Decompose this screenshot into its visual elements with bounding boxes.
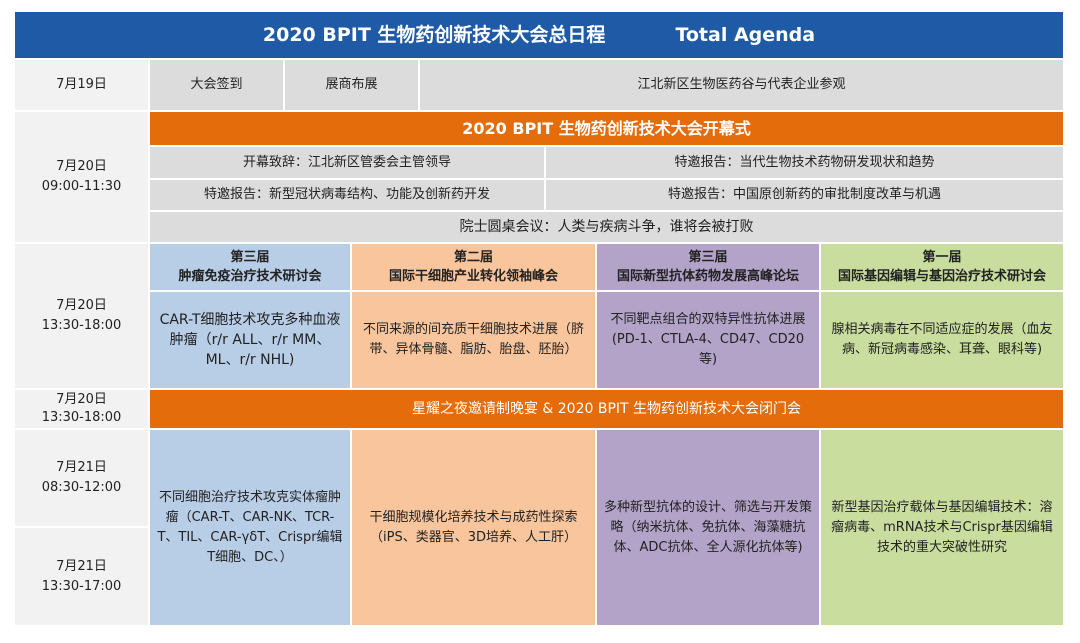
forum-topic: 腺相关病毒在不同适应症的发展（血友病、新冠病毒感染、耳聋、眼科等) <box>821 292 1063 388</box>
date: 7月21日 <box>56 558 107 574</box>
forum-topic: 不同来源的间充质干细胞技术进展（脐带、异体骨髓、脂肪、胎盘、胚胎） <box>352 292 595 388</box>
opening-item: 特邀报告：中国原创新药的审批制度改革与机遇 <box>546 180 1063 210</box>
forum-header: 第三届国际新型抗体药物发展高峰论坛 <box>597 244 819 290</box>
time: 09:00-11:30 <box>41 179 122 194</box>
forum-name: 肿瘤免疫治疗技术研讨会 <box>178 269 322 284</box>
opening-ceremony-title: 2020 BPIT 生物药创新技术大会开幕式 <box>150 112 1063 145</box>
evening-banquet: 星耀之夜邀请制晚宴 & 2020 BPIT 生物药创新技术大会闭门会 <box>150 390 1063 428</box>
edition: 第二届 <box>453 250 493 265</box>
date-cell: 7月19日 <box>15 60 148 110</box>
forum-name: 国际新型抗体药物发展高峰论坛 <box>616 269 799 284</box>
date: 7月20日 <box>56 392 107 407</box>
forum-topic: 干细胞规模化培养技术与成药性探索（iPS、类器官、3D培养、人工肝） <box>352 430 595 625</box>
date: 7月20日 <box>56 298 107 313</box>
title-en: Total Agenda <box>675 24 816 46</box>
edition: 第三届 <box>688 250 728 265</box>
forum-topic: CAR-T细胞技术攻克多种血液肿瘤（r/r ALL、r/r MM、ML、r/r … <box>150 292 350 388</box>
date: 7月20日 <box>56 159 107 174</box>
forum-topic: 不同细胞治疗技术攻克实体瘤肿瘤（CAR-T、CAR-NK、TCR-T、TIL、C… <box>150 430 350 625</box>
date: 7月21日 <box>56 460 107 475</box>
forum-header: 第二届国际干细胞产业转化领袖峰会 <box>352 244 595 290</box>
forum-header: 第一届国际基因编辑与基因治疗技术研讨会 <box>821 244 1063 290</box>
date-cell: 7月21日 08:30-12:00 <box>15 430 148 526</box>
forum-topic: 多种新型抗体的设计、筛选与开发策略（纳米抗体、免抗体、海藻糖抗体、ADC抗体、全… <box>597 430 819 625</box>
edition: 第一届 <box>922 250 962 265</box>
time: 13:30-17:00 <box>41 578 122 594</box>
time: 08:30-12:00 <box>41 480 122 495</box>
forum-topic: 新型基因治疗载体与基因编辑技术：溶瘤病毒、mRNA技术与Crispr基因编辑技术… <box>821 430 1063 625</box>
forum-name: 国际基因编辑与基因治疗技术研讨会 <box>837 269 1046 284</box>
forum-name: 国际干细胞产业转化领袖峰会 <box>388 269 558 284</box>
edition: 第三届 <box>230 250 270 265</box>
session-checkin: 大会签到 <box>150 60 283 110</box>
session-tour: 江北新区生物医药谷与代表企业参观 <box>420 60 1063 110</box>
agenda-title: 2020 BPIT 生物药创新技术大会总日程 Total Agenda <box>15 12 1063 58</box>
time: 13:30-18:00 <box>41 318 122 333</box>
session-exhibitor-setup: 展商布展 <box>285 60 418 110</box>
roundtable: 院士圆桌会议：人类与疾病斗争，谁将会被打败 <box>150 212 1063 242</box>
date-cell: 7月20日 13:30-18:00 <box>15 390 148 428</box>
forum-topic: 不同靶点组合的双特异性抗体进展(PD-1、CTLA-4、CD47、CD20等) <box>597 292 819 388</box>
date-cell: 7月20日 13:30-18:00 <box>15 244 148 388</box>
title-cn: 2020 BPIT 生物药创新技术大会总日程 <box>262 24 606 46</box>
time: 13:30-18:00 <box>41 410 122 425</box>
date-cell: 7月20日 09:00-11:30 <box>15 112 148 242</box>
opening-item: 开幕致辞：江北新区管委会主管领导 <box>150 147 544 178</box>
opening-item: 特邀报告：当代生物技术药物研发现状和趋势 <box>546 147 1063 178</box>
opening-item: 特邀报告：新型冠状病毒结构、功能及创新药开发 <box>150 180 544 210</box>
forum-header: 第三届肿瘤免疫治疗技术研讨会 <box>150 244 350 290</box>
date-cell: 7月21日 13:30-17:00 <box>15 528 148 625</box>
